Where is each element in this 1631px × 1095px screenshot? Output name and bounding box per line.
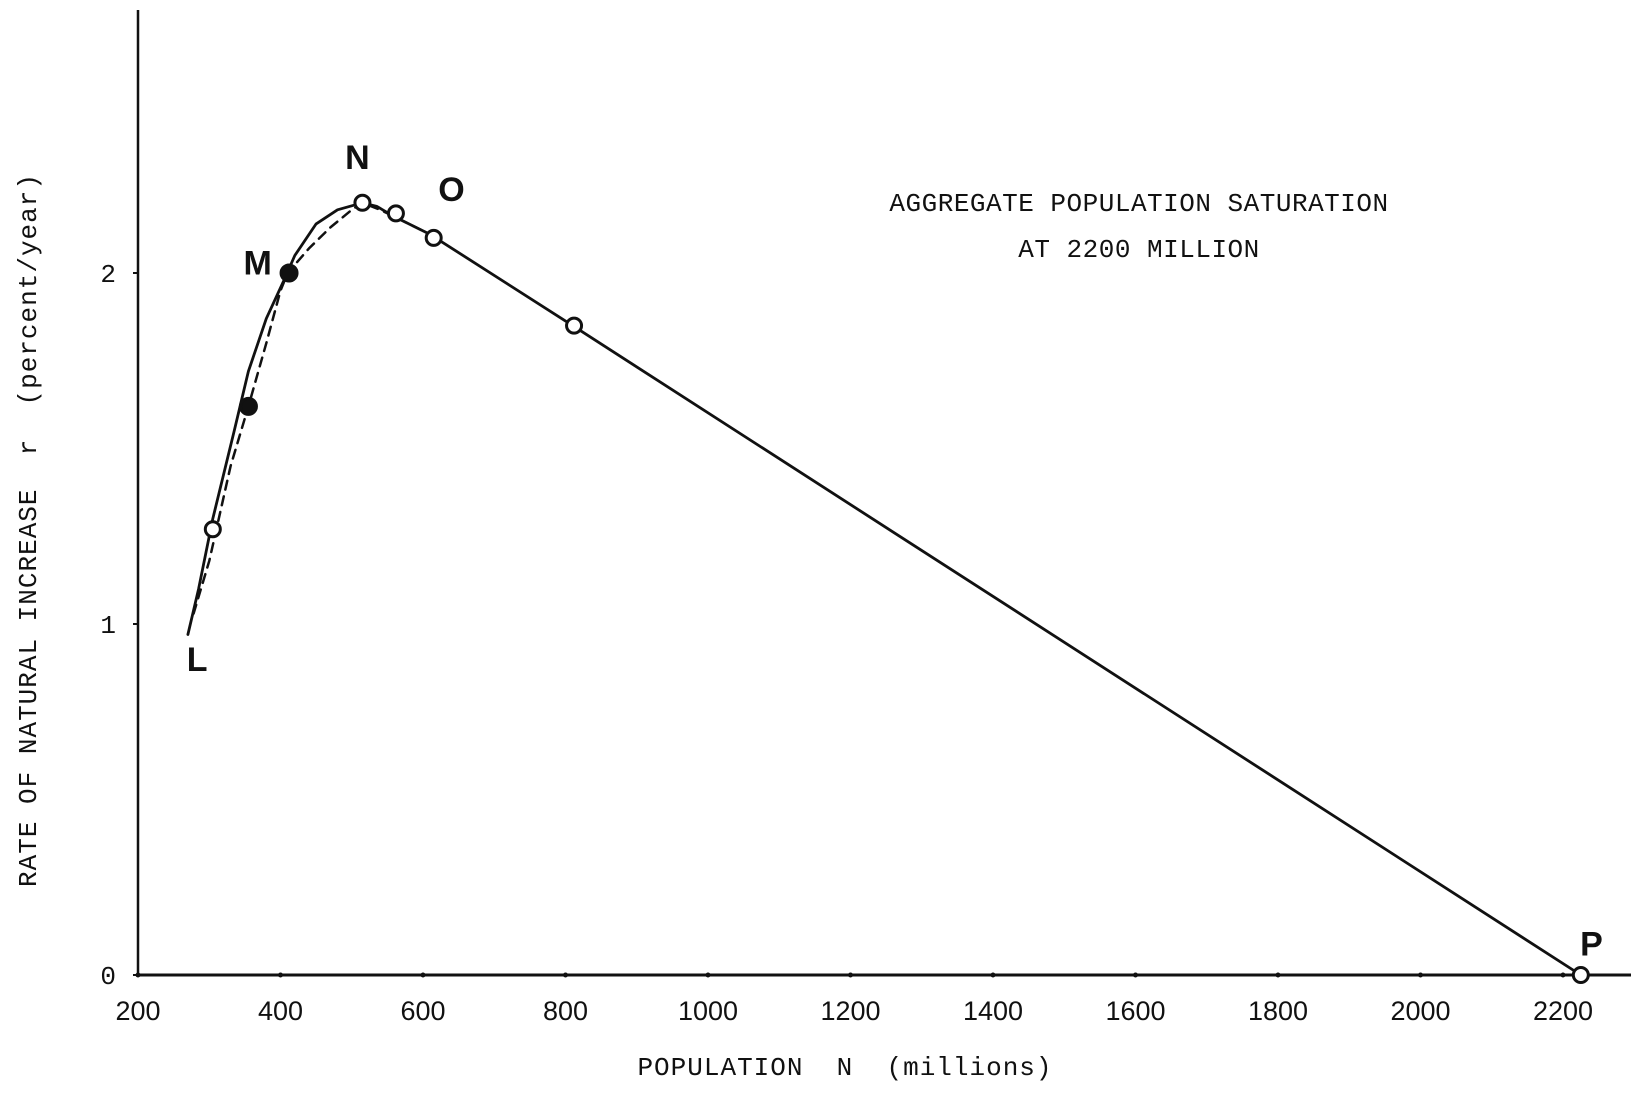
solid-series-line (186, 201, 1583, 977)
x-tick-label: 600 (400, 996, 445, 1026)
open-marker (386, 204, 405, 223)
x-ticks: 200 400 600 800 1000 1200 1400 1600 1800 2000 2200 (115, 972, 1593, 1026)
open-marker (203, 520, 222, 539)
y-ticks: 0 1 2 (100, 260, 138, 992)
y-axis-label: RATE OF NATURAL INCREASE r (percent/year… (14, 173, 44, 887)
point-labels: L M N O P (187, 139, 1603, 963)
open-marker (1571, 966, 1590, 984)
x-tick-mark (278, 972, 283, 978)
x-tick-mark (1133, 972, 1138, 978)
x-tick-label: 200 (115, 996, 160, 1026)
open-marker (565, 316, 584, 335)
filled-marker (238, 396, 258, 416)
open-marker (353, 193, 372, 212)
x-tick-label: 1200 (820, 996, 880, 1026)
x-tick-mark (848, 972, 853, 978)
x-tick-label: 1400 (963, 996, 1023, 1026)
x-tick-label: 800 (543, 996, 588, 1026)
x-tick-mark (705, 972, 711, 978)
point-label-p: P (1580, 925, 1603, 963)
y-tick-label: 1 (100, 611, 116, 641)
point-label-o: O (438, 171, 464, 209)
open-marker (424, 228, 443, 247)
x-tick-label: 2000 (1390, 996, 1450, 1026)
x-tick-label: 1000 (678, 996, 738, 1026)
x-tick-mark (1275, 972, 1281, 978)
x-tick-mark (990, 972, 996, 978)
filled-marker (279, 263, 299, 283)
series-lines (186, 201, 1583, 977)
annotation-line-2: AT 2200 MILLION (1018, 235, 1260, 265)
y-tick-label: 0 (100, 962, 116, 992)
x-tick-label: 1800 (1248, 996, 1308, 1026)
dashed-series-line (192, 201, 432, 615)
annotation-line-1: AGGREGATE POPULATION SATURATION (889, 189, 1388, 219)
x-tick-mark (563, 972, 568, 978)
x-tick-label: 2200 (1533, 996, 1593, 1026)
x-axis-label: POPULATION N (millions) (637, 1053, 1052, 1083)
axes (136, 10, 1631, 977)
x-tick-mark (1418, 972, 1423, 978)
point-label-l: L (187, 641, 208, 679)
x-tick-mark (420, 972, 426, 978)
y-tick-label: 2 (100, 260, 116, 290)
x-tick-label: 1600 (1105, 996, 1165, 1026)
point-label-n: N (345, 139, 370, 177)
data-markers (203, 193, 1590, 984)
x-tick-label: 400 (258, 996, 303, 1026)
x-tick-mark (1560, 972, 1566, 978)
point-label-m: M (244, 244, 272, 282)
